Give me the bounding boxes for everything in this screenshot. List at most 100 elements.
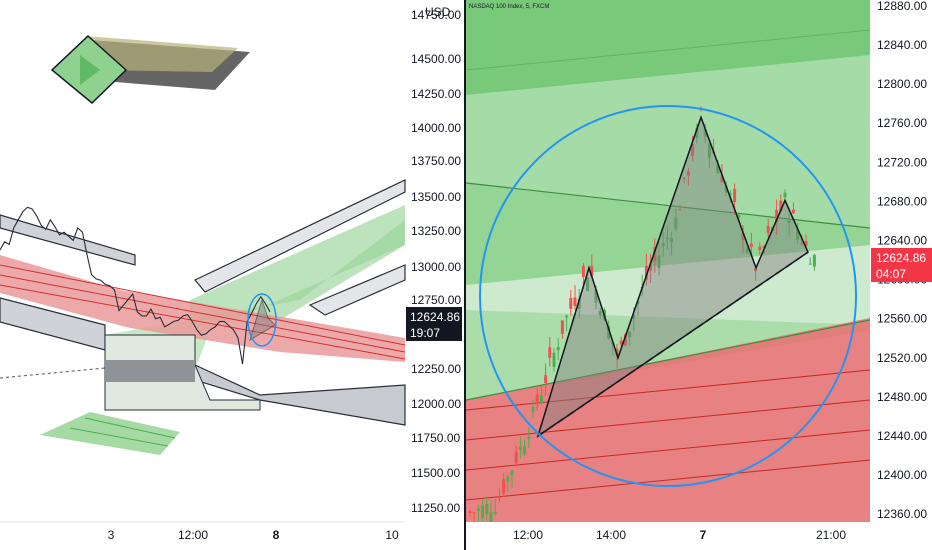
left-y-axis[interactable]: 14750.00 14500.00 14250.00 14000.00 13750.00… <box>411 8 461 515</box>
candle-body <box>548 347 552 358</box>
red-zone-line-4 <box>466 459 871 501</box>
candle-body <box>472 512 476 514</box>
symbol-header: NASDAQ 100 Index, 5, FXCM <box>469 4 549 10</box>
candle-body <box>497 496 501 499</box>
candle-body <box>573 297 577 307</box>
candle-body <box>707 143 711 158</box>
left-chart-pane[interactable]: 14750.00 14500.00 14250.00 14000.00 13750.00… <box>0 0 466 550</box>
left-x-tick: 10 <box>385 528 399 542</box>
candle-body <box>724 185 728 193</box>
bottom-green-line-2 <box>69 427 169 447</box>
candle-body <box>623 334 627 346</box>
candle-body <box>481 505 485 519</box>
left-mini-circle <box>247 293 277 347</box>
left-y-tick: 13000.00 <box>411 260 461 274</box>
left-x-tick: 12:00 <box>178 528 208 542</box>
candle-body <box>766 226 770 234</box>
candle-body <box>636 301 640 304</box>
left-y-tick: 14000.00 <box>411 121 461 135</box>
left-x-axis[interactable]: 3 12:00 8 10 <box>108 528 399 542</box>
candle-body <box>758 246 762 250</box>
candle-body <box>632 314 636 319</box>
candle-body <box>812 254 816 267</box>
candle-body <box>560 320 564 334</box>
candle-body <box>661 243 665 247</box>
left-price-countdown: 19:07 <box>410 326 440 340</box>
gray-band-upper <box>0 214 136 266</box>
candle-body <box>607 326 611 339</box>
right-y-tick: 12360.00 <box>877 507 927 521</box>
currency-label: USD <box>425 5 451 19</box>
right-chart-pane[interactable]: NASDAQ 100 Index, 5, FXCM 12880.00 12840.… <box>466 0 932 550</box>
right-x-axis[interactable]: 12:00 14:00 7 21:00 <box>513 528 846 542</box>
candle-body <box>787 218 791 223</box>
left-x-tick: 8 <box>273 528 280 542</box>
left-chart-svg[interactable]: 14750.00 14500.00 14250.00 14000.00 13750.00… <box>0 0 466 550</box>
candle-body <box>502 479 506 494</box>
left-y-tick: 11250.00 <box>411 501 460 515</box>
candle-body <box>665 237 669 240</box>
candle-body <box>544 375 548 383</box>
right-x-axis-bg <box>466 522 932 550</box>
candle-body <box>657 255 661 268</box>
candle-body <box>506 476 510 482</box>
candle-body <box>762 246 766 249</box>
red-band-line-1 <box>0 264 406 346</box>
candle-body <box>749 243 753 248</box>
candle-body <box>586 277 590 291</box>
left-mini-pattern-shape <box>249 298 276 342</box>
candle-body <box>695 128 699 138</box>
candle-body <box>808 263 812 265</box>
left-price-value: 12624.86 <box>410 310 460 324</box>
right-price-tag-box <box>871 248 932 282</box>
candle-body <box>674 218 678 229</box>
right-y-tick: 12840.00 <box>877 38 927 52</box>
candle-body <box>691 144 695 156</box>
left-y-tick: 11500.00 <box>411 466 460 480</box>
candle-body <box>518 446 522 450</box>
candle-body <box>552 352 556 367</box>
right-x-tick: 21:00 <box>816 528 846 542</box>
left-drawing-zones <box>0 179 406 455</box>
right-y-tick: 12520.00 <box>877 351 927 365</box>
left-y-tick: 11750.00 <box>411 431 460 445</box>
forward-arrow-diamond-logo <box>50 34 250 105</box>
pattern-trend-dashed <box>537 251 809 437</box>
gray-band-right-top <box>194 179 406 293</box>
candle-body <box>678 209 682 211</box>
right-y-tick: 12400.00 <box>877 468 927 482</box>
left-price-tag-box <box>406 307 462 341</box>
left-y-tick: 12250.00 <box>411 362 461 376</box>
candle-body <box>565 315 569 318</box>
right-x-tick: 7 <box>700 528 707 542</box>
candle-body <box>703 129 707 137</box>
candle-body <box>682 177 686 179</box>
right-chart-svg[interactable]: NASDAQ 100 Index, 5, FXCM 12880.00 12840.… <box>466 0 932 550</box>
candle-body <box>686 171 690 176</box>
candle-body <box>510 470 514 476</box>
candle-body <box>527 436 531 440</box>
candle-body <box>804 241 808 246</box>
candle-body <box>581 266 585 277</box>
left-y-tick: 14500.00 <box>411 52 461 66</box>
focus-circle <box>479 105 857 487</box>
candle-body <box>590 266 594 276</box>
left-y-tick: 13750.00 <box>411 154 461 168</box>
right-y-tick: 12680.00 <box>877 194 927 208</box>
right-drawing-zones <box>466 0 871 522</box>
right-y-tick: 12760.00 <box>877 116 927 130</box>
candle-body <box>556 347 560 351</box>
red-zone-line-3 <box>466 429 871 471</box>
pane-divider[interactable] <box>464 0 467 550</box>
red-zone-line-2 <box>466 399 871 441</box>
green-zone-stripe <box>190 205 405 320</box>
candle-body <box>775 209 779 223</box>
candle-body <box>485 504 489 514</box>
candle-body <box>594 289 598 303</box>
candle-body <box>569 298 573 309</box>
box-dotted-line <box>0 367 106 379</box>
candle-body <box>720 175 724 183</box>
left-price-line <box>0 206 271 365</box>
candle-body <box>649 264 653 271</box>
gray-band-right-mid <box>308 264 406 316</box>
